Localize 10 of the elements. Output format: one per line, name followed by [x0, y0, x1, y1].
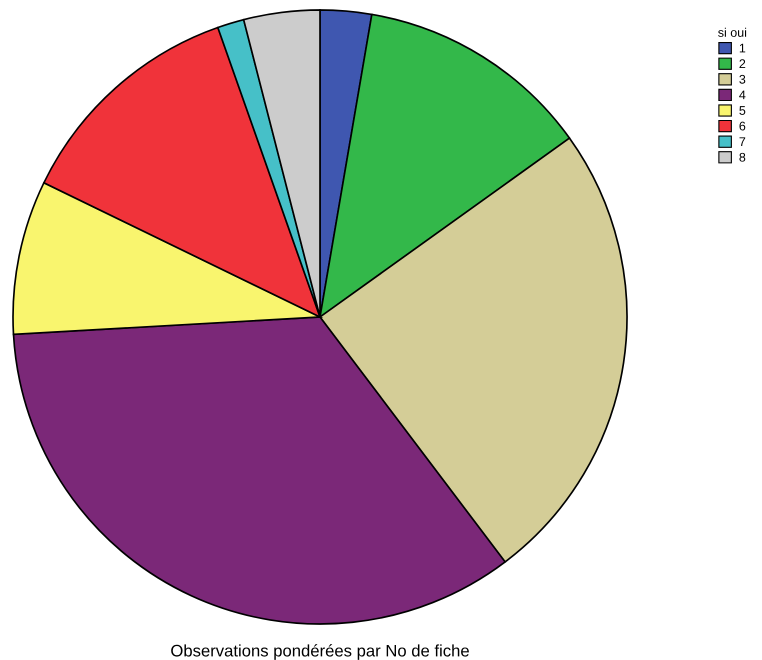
legend-label: 7 [740, 137, 746, 146]
legend-label: 1 [740, 44, 746, 52]
legend-label: 8 [739, 152, 746, 162]
legend-label: 6 [740, 122, 746, 130]
legend-label: 5 [739, 106, 746, 115]
text: Observations pondérées par No de fiche [171, 644, 469, 660]
legend-label: 2 [740, 59, 746, 68]
legend-label: 3 [739, 74, 746, 84]
legend-label: 4 [739, 90, 746, 100]
legend-title: si oui [718, 28, 746, 37]
